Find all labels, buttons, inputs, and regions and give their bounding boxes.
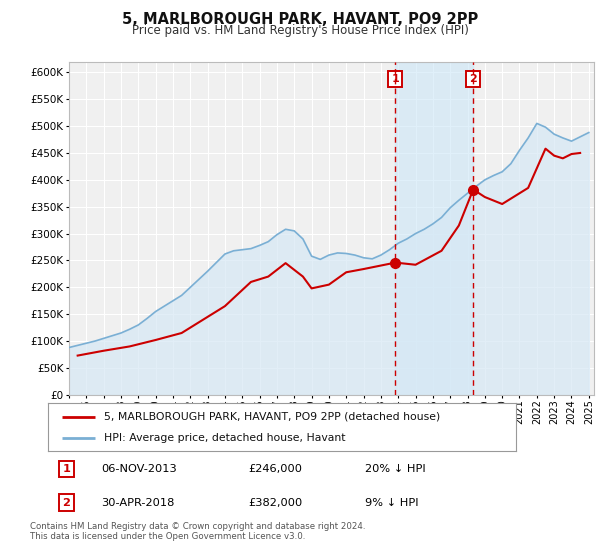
Text: 5, MARLBOROUGH PARK, HAVANT, PO9 2PP (detached house): 5, MARLBOROUGH PARK, HAVANT, PO9 2PP (de… — [104, 412, 440, 422]
Text: Contains HM Land Registry data © Crown copyright and database right 2024.
This d: Contains HM Land Registry data © Crown c… — [30, 522, 365, 542]
Text: 2: 2 — [469, 74, 477, 84]
Text: 1: 1 — [62, 464, 70, 474]
Text: HPI: Average price, detached house, Havant: HPI: Average price, detached house, Hava… — [104, 433, 346, 444]
Text: 20% ↓ HPI: 20% ↓ HPI — [365, 464, 425, 474]
Text: 9% ↓ HPI: 9% ↓ HPI — [365, 497, 418, 507]
Text: 5, MARLBOROUGH PARK, HAVANT, PO9 2PP: 5, MARLBOROUGH PARK, HAVANT, PO9 2PP — [122, 12, 478, 27]
Text: Price paid vs. HM Land Registry's House Price Index (HPI): Price paid vs. HM Land Registry's House … — [131, 24, 469, 37]
Text: 1: 1 — [392, 74, 400, 84]
Text: 2: 2 — [62, 497, 70, 507]
Text: £382,000: £382,000 — [248, 497, 303, 507]
Text: 06-NOV-2013: 06-NOV-2013 — [101, 464, 176, 474]
Bar — [395, 62, 473, 395]
Text: 30-APR-2018: 30-APR-2018 — [101, 497, 174, 507]
Text: £246,000: £246,000 — [248, 464, 302, 474]
